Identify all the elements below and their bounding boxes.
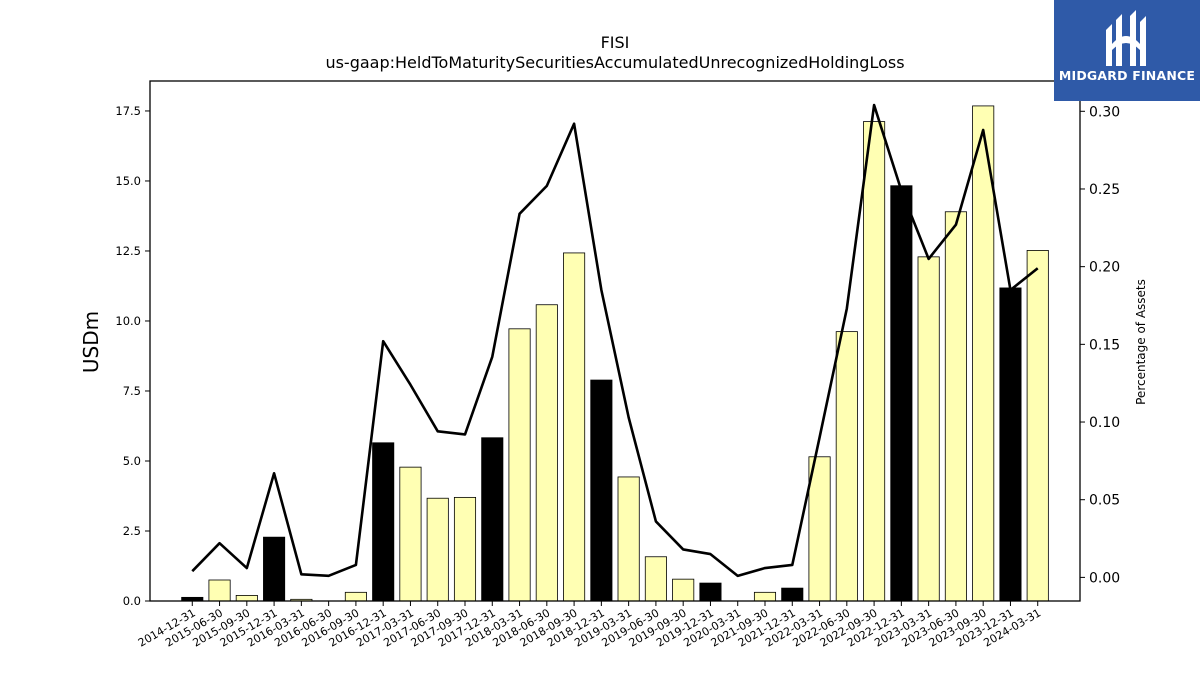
y2-axis-label: Percentage of Assets — [1134, 279, 1148, 405]
bar-2018-06-30 — [535, 304, 558, 602]
line-series — [191, 103, 1039, 578]
plot-frame — [149, 80, 1081, 602]
y-axis-label: USDm — [79, 311, 103, 373]
bar-series — [181, 105, 1049, 602]
bar-2015-06-30 — [208, 579, 231, 602]
bar-2022-06-30 — [835, 331, 858, 602]
bar-2019-09-30 — [672, 578, 695, 602]
bar-2017-06-30 — [426, 497, 449, 602]
bar-2016-09-30 — [344, 591, 367, 602]
bar-2015-09-30 — [235, 595, 258, 602]
y-tick-label: 0.0 — [123, 594, 141, 608]
bar-2023-03-31 — [917, 256, 940, 602]
y2-tick-label: 0.15 — [1089, 337, 1120, 353]
bar-2023-12-31 — [999, 287, 1022, 602]
y2-tick-label: 0.00 — [1089, 570, 1120, 586]
y-tick-label: 5.0 — [123, 454, 141, 468]
y-tick-label: 17.5 — [115, 104, 141, 118]
bar-2019-03-31 — [617, 476, 640, 602]
percentage-of-assets-line — [191, 103, 1039, 578]
midgard-finance-logo: MIDGARD FINANCE — [1054, 0, 1200, 101]
y-tick-label: 15.0 — [115, 174, 141, 188]
y2-tick-label: 0.25 — [1089, 182, 1120, 198]
bar-2017-03-31 — [399, 466, 422, 602]
midgard-logo-icon — [1106, 10, 1146, 66]
bar-2022-12-31 — [890, 185, 913, 602]
y-tick-label: 7.5 — [123, 384, 141, 398]
bar-2022-09-30 — [863, 121, 886, 602]
bar-2018-09-30 — [563, 252, 586, 602]
y2-tick-label: 0.30 — [1089, 104, 1120, 120]
bar-2017-12-31 — [481, 437, 504, 602]
bar-2017-09-30 — [453, 496, 477, 602]
y-tick-label: 2.5 — [123, 524, 141, 538]
y-tick-label: 12.5 — [115, 244, 141, 258]
bar-2018-12-31 — [590, 379, 613, 602]
y-tick-label: 10.0 — [115, 314, 141, 328]
chart-title: FISI — [601, 33, 630, 52]
logo-text: MIDGARD FINANCE — [1058, 68, 1196, 83]
bar-2018-03-31 — [508, 328, 531, 602]
y2-tick-label: 0.05 — [1089, 493, 1120, 509]
bar-2021-09-30 — [753, 591, 777, 602]
bar-2019-06-30 — [644, 556, 667, 602]
bar-2019-12-31 — [699, 582, 722, 602]
y2-tick-label: 0.10 — [1089, 415, 1120, 431]
bar-2021-12-31 — [781, 587, 804, 602]
bar-2023-06-30 — [944, 211, 967, 602]
chart-subtitle: us-gaap:HeldToMaturitySecuritiesAccumula… — [325, 53, 904, 72]
bar-2015-12-31 — [263, 536, 286, 602]
bar-2024-03-31 — [1026, 250, 1049, 602]
y2-tick-label: 0.20 — [1089, 260, 1120, 276]
bar-2016-12-31 — [372, 442, 395, 602]
